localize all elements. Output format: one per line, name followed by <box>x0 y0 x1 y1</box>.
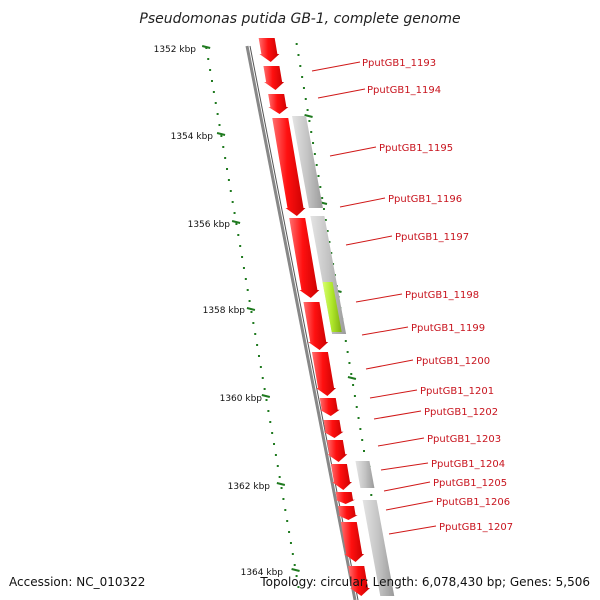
highlight-feature[interactable] <box>322 282 342 332</box>
label-leader <box>345 235 393 246</box>
label-leader <box>329 146 377 157</box>
scale-major-tick <box>201 45 211 49</box>
gene-label[interactable]: PputGB1_1200 <box>416 356 490 367</box>
scale-major-tick <box>261 394 271 398</box>
label-leader <box>383 481 431 492</box>
label-leader <box>369 389 418 399</box>
label-leader <box>339 197 386 208</box>
grey-feature[interactable] <box>310 216 347 334</box>
gene-label[interactable]: PputGB1_1201 <box>420 386 494 397</box>
map-title: Pseudomonas putida GB-1, complete genome <box>139 11 460 27</box>
scale-label: 1356 kbp <box>188 220 231 230</box>
gene-arrow[interactable] <box>289 218 320 298</box>
label-leader <box>355 293 403 303</box>
scale-label: 1358 kbp <box>203 306 246 316</box>
gene-label[interactable]: PputGB1_1206 <box>436 497 510 508</box>
gene-arrow[interactable] <box>337 506 358 520</box>
track-major-tick <box>304 114 313 118</box>
scale-label: 1352 kbp <box>154 45 197 55</box>
gene-labels: PputGB1_1193 PputGB1_1194 PputGB1_1195 P… <box>311 58 513 535</box>
gene-label[interactable]: PputGB1_1203 <box>427 434 501 445</box>
gene-arrow[interactable] <box>340 522 365 562</box>
gene-label[interactable]: PputGB1_1196 <box>388 194 462 205</box>
gene-label[interactable]: PputGB1_1193 <box>362 58 436 69</box>
backbone-line <box>245 45 357 600</box>
track-major-tick <box>347 376 357 380</box>
gene-label[interactable]: PputGB1_1197 <box>395 232 469 243</box>
scale-major-tick <box>216 132 226 136</box>
gene-arrow[interactable] <box>258 38 280 62</box>
label-leader <box>365 359 414 370</box>
scale-labels: 1352 kbp 1354 kbp 1356 kbp 1358 kbp 1360… <box>154 45 284 578</box>
gene-arrow[interactable] <box>326 440 348 462</box>
gene-label[interactable]: PputGB1_1195 <box>379 143 453 154</box>
label-leader <box>380 462 429 471</box>
scale-major-tick <box>231 220 241 224</box>
scale-major-tick <box>276 482 286 486</box>
topology-text: Topology: circular; Length: 6,078,430 bp… <box>259 575 590 589</box>
accession-text: Accession: NC_010322 <box>9 575 145 589</box>
gene-label[interactable]: PputGB1_1199 <box>411 323 485 334</box>
label-leader <box>373 410 422 420</box>
gene-label[interactable]: PputGB1_1205 <box>433 478 507 489</box>
gene-arrow[interactable] <box>323 420 344 438</box>
gene-arrow[interactable] <box>319 398 340 416</box>
gene-arrow[interactable] <box>335 492 356 504</box>
gene-label[interactable]: PputGB1_1204 <box>431 459 505 470</box>
grey-feature[interactable] <box>362 500 395 596</box>
scale-track <box>201 45 300 588</box>
scale-label: 1364 kbp <box>241 568 284 578</box>
label-leader <box>377 437 425 447</box>
gene-arrow[interactable] <box>311 352 337 396</box>
gene-arrow[interactable] <box>263 66 285 90</box>
gene-arrow[interactable] <box>330 464 352 490</box>
gene-label[interactable]: PputGB1_1207 <box>439 522 513 533</box>
label-leader <box>388 525 437 535</box>
label-leader <box>385 500 434 511</box>
gene-label[interactable]: PputGB1_1202 <box>424 407 498 418</box>
gene-arrow[interactable] <box>303 302 329 350</box>
gene-arrow[interactable] <box>268 94 289 114</box>
gene-label[interactable]: PputGB1_1198 <box>405 290 479 301</box>
label-leader <box>317 88 366 99</box>
scale-major-tick <box>291 568 300 572</box>
scale-label: 1360 kbp <box>220 394 263 404</box>
label-leader <box>311 61 361 72</box>
grey-feature[interactable] <box>292 116 323 208</box>
gene-features <box>258 38 395 596</box>
gene-arrow[interactable] <box>348 566 370 596</box>
gene-label[interactable]: PputGB1_1194 <box>367 85 441 96</box>
scale-label: 1362 kbp <box>228 482 271 492</box>
gene-arrow[interactable] <box>272 118 306 216</box>
scale-label: 1354 kbp <box>171 132 214 142</box>
grey-feature[interactable] <box>355 461 375 488</box>
label-leader <box>361 326 409 336</box>
scale-major-tick <box>246 307 256 311</box>
